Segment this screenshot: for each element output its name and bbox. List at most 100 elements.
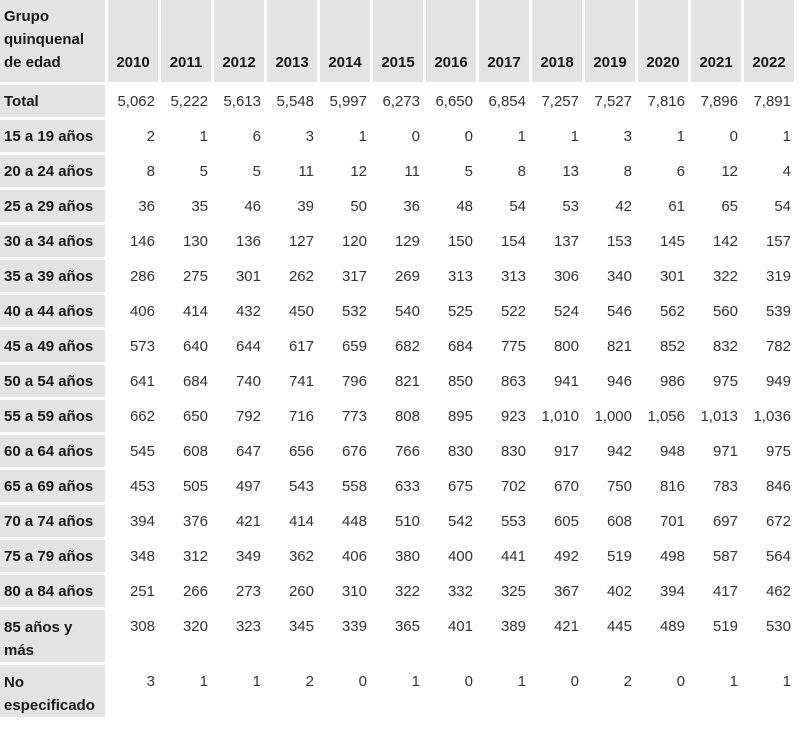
row-label: 65 a 69 años <box>0 470 105 502</box>
table-cell: 317 <box>320 260 370 292</box>
table-cell: 684 <box>161 365 211 397</box>
table-body: Total 5,062 5,222 5,613 5,548 5,997 6,273 6,650… <box>0 85 794 717</box>
column-header-2010: 2010 <box>108 0 158 82</box>
table-cell: 741 <box>267 365 317 397</box>
table-cell: 498 <box>638 540 688 572</box>
table-cell: 312 <box>161 540 211 572</box>
table-cell: 633 <box>373 470 423 502</box>
table-row: 65 a 69 años 453 505 497 543 558 633 675 702 670 7… <box>0 470 794 502</box>
column-header-2015: 2015 <box>373 0 423 82</box>
table-cell: 524 <box>532 295 582 327</box>
table-cell: 251 <box>108 575 158 607</box>
table-cell: 1 <box>532 120 582 152</box>
table-cell: 2 <box>108 120 158 152</box>
table-cell: 946 <box>585 365 635 397</box>
table-cell: 5,613 <box>214 85 264 117</box>
row-label: 85 años y más <box>0 610 105 662</box>
table-cell: 11 <box>373 155 423 187</box>
table-cell: 7,816 <box>638 85 688 117</box>
table-cell: 830 <box>426 435 476 467</box>
table-cell: 942 <box>585 435 635 467</box>
table-cell: 153 <box>585 225 635 257</box>
table-cell: 923 <box>479 400 529 432</box>
table-cell: 608 <box>161 435 211 467</box>
table-cell: 670 <box>532 470 582 502</box>
table-cell: 322 <box>691 260 741 292</box>
table-cell: 349 <box>214 540 264 572</box>
table-cell: 816 <box>638 470 688 502</box>
table-cell: 453 <box>108 470 158 502</box>
table-cell: 421 <box>532 610 582 662</box>
table-cell: 617 <box>267 330 317 362</box>
table-cell: 7,891 <box>744 85 794 117</box>
table-cell: 36 <box>373 190 423 222</box>
table-cell: 525 <box>426 295 476 327</box>
column-header-2011: 2011 <box>161 0 211 82</box>
table-cell: 608 <box>585 505 635 537</box>
table-cell: 12 <box>691 155 741 187</box>
table-cell: 441 <box>479 540 529 572</box>
row-header-label: Grupo quinquenal de edad <box>0 0 105 82</box>
table-cell: 5,222 <box>161 85 211 117</box>
table-cell: 2 <box>267 665 317 717</box>
table-cell: 682 <box>373 330 423 362</box>
table-cell: 532 <box>320 295 370 327</box>
table-cell: 656 <box>267 435 317 467</box>
table-cell: 65 <box>691 190 741 222</box>
table-row: 20 a 24 años 8 5 5 11 12 11 5 8 13 8 6 12 4 <box>0 155 794 187</box>
table-cell: 6,854 <box>479 85 529 117</box>
table-cell: 766 <box>373 435 423 467</box>
table-cell: 8 <box>108 155 158 187</box>
table-row: 55 a 59 años 662 650 792 716 773 808 895 923 1,01… <box>0 400 794 432</box>
table-cell: 697 <box>691 505 741 537</box>
table-cell: 313 <box>479 260 529 292</box>
table-cell: 540 <box>373 295 423 327</box>
table-cell: 800 <box>532 330 582 362</box>
table-cell: 5,997 <box>320 85 370 117</box>
table-cell: 406 <box>108 295 158 327</box>
table-cell: 146 <box>108 225 158 257</box>
table-cell: 948 <box>638 435 688 467</box>
row-label: 30 a 34 años <box>0 225 105 257</box>
row-label: 75 a 79 años <box>0 540 105 572</box>
table-cell: 308 <box>108 610 158 662</box>
table-row: No especificado 3 1 1 2 0 1 0 1 0 2 0 1 1 <box>0 665 794 717</box>
table-row: 60 a 64 años 545 608 647 656 676 766 830 830 917 9… <box>0 435 794 467</box>
table-cell: 542 <box>426 505 476 537</box>
table-cell: 154 <box>479 225 529 257</box>
row-label: 60 a 64 años <box>0 435 105 467</box>
table-cell: 367 <box>532 575 582 607</box>
row-label: 55 a 59 años <box>0 400 105 432</box>
table-cell: 13 <box>532 155 582 187</box>
table-cell: 339 <box>320 610 370 662</box>
table-cell: 519 <box>585 540 635 572</box>
table-cell: 142 <box>691 225 741 257</box>
table-cell: 6 <box>214 120 264 152</box>
table-cell: 394 <box>108 505 158 537</box>
column-header-2012: 2012 <box>214 0 264 82</box>
table-cell: 286 <box>108 260 158 292</box>
table-cell: 0 <box>638 665 688 717</box>
table-cell: 1 <box>161 120 211 152</box>
table-cell: 7,527 <box>585 85 635 117</box>
table-cell: 54 <box>744 190 794 222</box>
table-cell: 505 <box>161 470 211 502</box>
table-cell: 3 <box>585 120 635 152</box>
table-cell: 35 <box>161 190 211 222</box>
table-row: 40 a 44 años 406 414 432 450 532 540 525 522 524 5… <box>0 295 794 327</box>
table-row: 80 a 84 años 251 266 273 260 310 322 332 325 367 4… <box>0 575 794 607</box>
table-cell: 137 <box>532 225 582 257</box>
table-cell: 46 <box>214 190 264 222</box>
table-cell: 8 <box>585 155 635 187</box>
table-cell: 313 <box>426 260 476 292</box>
table-cell: 53 <box>532 190 582 222</box>
table-row: 50 a 54 años 641 684 740 741 796 821 850 863 941 9… <box>0 365 794 397</box>
table-cell: 6 <box>638 155 688 187</box>
table-cell: 5 <box>214 155 264 187</box>
table-cell: 530 <box>744 610 794 662</box>
table-cell: 260 <box>267 575 317 607</box>
table-cell: 832 <box>691 330 741 362</box>
table-cell: 48 <box>426 190 476 222</box>
table-cell: 539 <box>744 295 794 327</box>
table-cell: 1,056 <box>638 400 688 432</box>
